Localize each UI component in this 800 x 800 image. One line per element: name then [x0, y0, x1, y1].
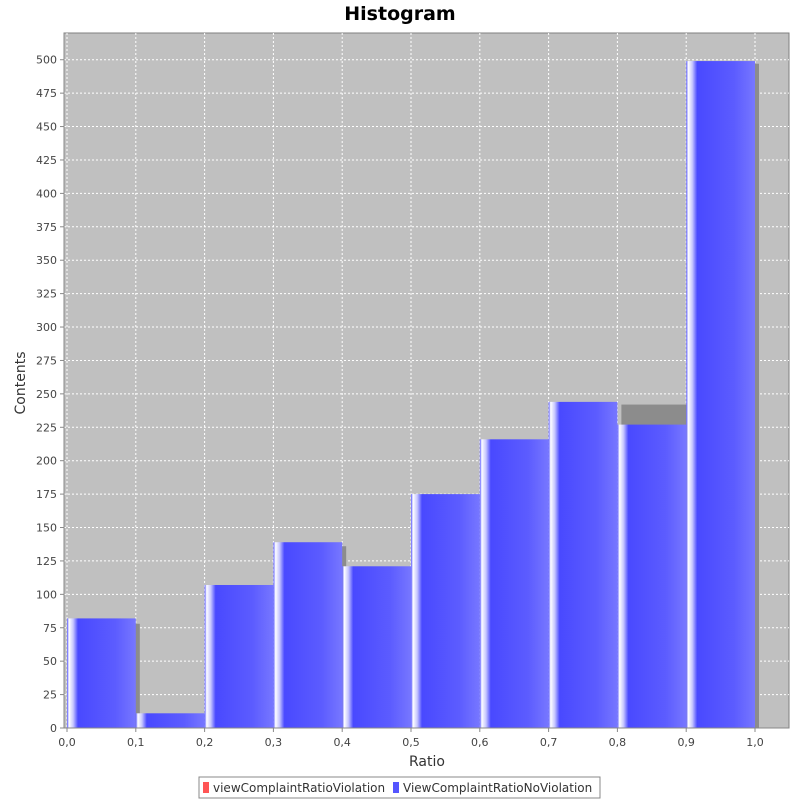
histogram-bar: [617, 424, 687, 728]
x-tick-label: 0,1: [127, 736, 145, 749]
y-tick-label: 300: [36, 321, 57, 334]
legend-swatch-violation: [203, 782, 209, 793]
x-tick-label: 0,8: [609, 736, 627, 749]
y-tick-label: 350: [36, 254, 57, 267]
legend-box: [198, 776, 601, 799]
y-tick-label: 400: [36, 187, 57, 200]
y-tick-label: 75: [43, 622, 57, 635]
y-tick-label: 450: [36, 121, 57, 134]
x-tick-label: 0,9: [677, 736, 695, 749]
y-tick-label: 125: [36, 555, 57, 568]
x-tick-label: 1,0: [746, 736, 764, 749]
histogram-bar: [342, 566, 411, 728]
y-tick-label: 100: [36, 588, 57, 601]
histogram-bar: [686, 61, 755, 728]
x-axis-label: Ratio: [409, 754, 445, 770]
legend-swatch-noviolation: [393, 782, 399, 793]
histogram-bar: [67, 618, 136, 728]
histogram-bar: [273, 542, 343, 728]
x-tick-label: 0,2: [196, 736, 214, 749]
y-tick-label: 475: [36, 87, 57, 100]
y-tick-label: 250: [36, 388, 57, 401]
chart-title: Histogram: [344, 3, 455, 25]
legend: viewComplaintRatioViolation ViewComplain…: [198, 776, 601, 799]
y-tick-label: 325: [36, 288, 57, 301]
y-tick-label: 425: [36, 154, 57, 167]
x-tick-label: 0,6: [471, 736, 489, 749]
x-tick-label: 0,7: [540, 736, 558, 749]
bars: [67, 61, 755, 728]
histogram-bar: [411, 494, 480, 728]
histogram-bar: [479, 439, 549, 728]
y-axis-label: Contents: [13, 352, 29, 415]
y-tick-label: 50: [43, 655, 57, 668]
y-tick-label: 0: [50, 722, 57, 735]
y-tick-label: 175: [36, 488, 57, 501]
histogram-bar: [204, 584, 274, 728]
x-tick-label: 0,4: [333, 736, 351, 749]
x-tick-label: 0,3: [265, 736, 283, 749]
y-tick-label: 225: [36, 421, 57, 434]
y-tick-label: 25: [43, 689, 57, 702]
y-tick-label: 375: [36, 221, 57, 234]
x-tick-label: 0,5: [402, 736, 420, 749]
y-tick-label: 200: [36, 455, 57, 468]
legend-label-noviolation: ViewComplaintRatioNoViolation: [403, 781, 592, 795]
y-tick-label: 500: [36, 54, 57, 67]
y-tick-label: 150: [36, 522, 57, 535]
legend-label-violation: viewComplaintRatioViolation: [213, 781, 385, 795]
axes: 0 25 50 75 100 125 150 175 200 225 250 275 300 325 350…: [36, 33, 789, 749]
x-tick-label: 0,0: [58, 736, 76, 749]
y-tick-label: 275: [36, 354, 57, 367]
histogram-bar: [548, 401, 618, 728]
histogram-bar: [135, 713, 205, 728]
